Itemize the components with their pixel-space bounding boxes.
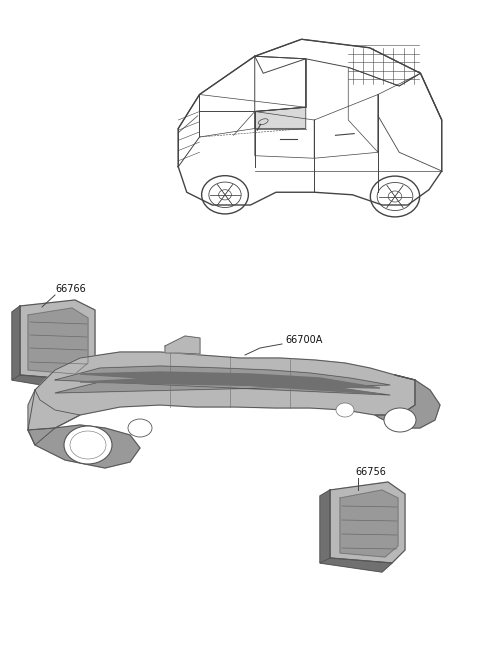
Polygon shape	[320, 558, 392, 572]
Polygon shape	[28, 390, 80, 430]
Polygon shape	[28, 425, 140, 468]
Polygon shape	[28, 308, 88, 374]
Polygon shape	[20, 300, 95, 380]
Ellipse shape	[64, 426, 112, 464]
Polygon shape	[55, 366, 390, 395]
Polygon shape	[12, 306, 20, 380]
Ellipse shape	[384, 408, 416, 432]
Polygon shape	[320, 490, 330, 563]
Text: 66766: 66766	[55, 284, 86, 294]
Polygon shape	[375, 375, 440, 428]
Polygon shape	[340, 490, 398, 557]
Polygon shape	[12, 375, 80, 390]
Polygon shape	[80, 372, 380, 394]
Polygon shape	[255, 107, 306, 129]
Polygon shape	[165, 336, 200, 354]
Polygon shape	[330, 482, 405, 563]
Ellipse shape	[336, 403, 354, 417]
Polygon shape	[28, 352, 415, 445]
Text: 66756: 66756	[355, 467, 386, 477]
Ellipse shape	[128, 419, 152, 437]
Text: 66700A: 66700A	[285, 335, 323, 345]
